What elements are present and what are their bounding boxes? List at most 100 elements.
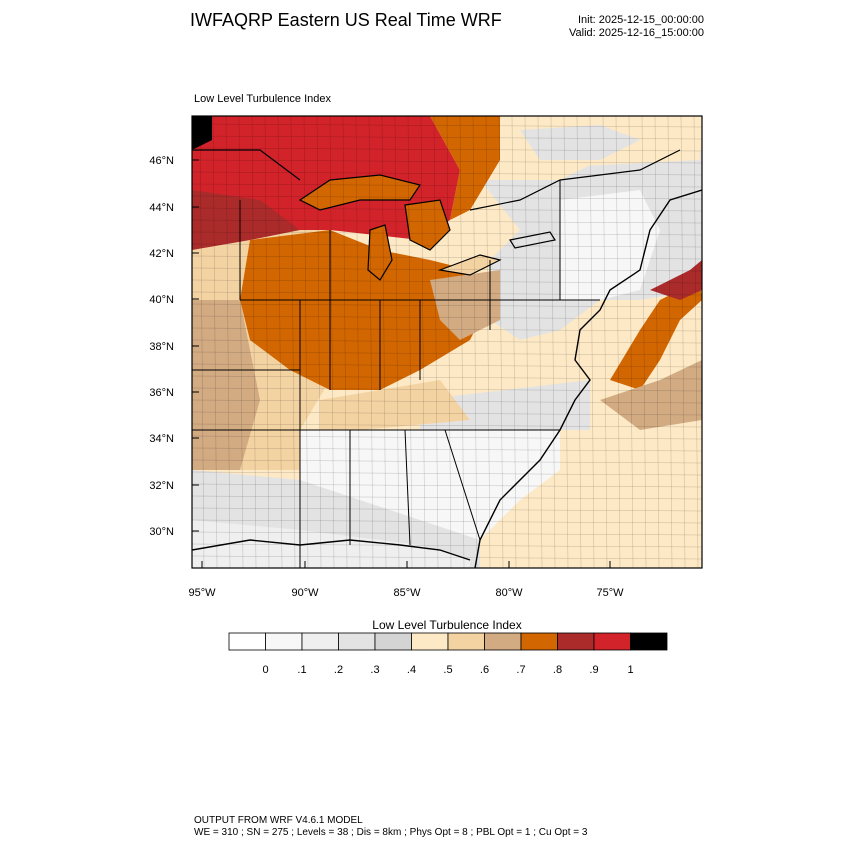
- county-line: [192, 315, 702, 320]
- county-line: [192, 243, 702, 248]
- field-max-corner: [192, 116, 212, 150]
- state-borders: [192, 180, 600, 568]
- county-line: [290, 116, 296, 568]
- county-line: [615, 116, 621, 568]
- field-midwest-orange: [240, 230, 490, 390]
- colorbar-label: .3: [370, 664, 379, 676]
- valid-time: Valid: 2025-12-16_15:00:00: [569, 27, 704, 39]
- county-line: [192, 531, 702, 536]
- boundaries: [192, 149, 702, 568]
- county-line: [192, 159, 702, 164]
- colorbar-swatch: [265, 632, 303, 651]
- county-line: [192, 327, 702, 332]
- county-line: [192, 411, 702, 416]
- lon-tick-label: 95°W: [188, 587, 216, 599]
- colorbar-swatch: [520, 632, 558, 651]
- field-ontario-orange: [430, 116, 500, 220]
- county-line: [192, 291, 702, 296]
- county-line: [192, 219, 702, 224]
- county-line: [192, 363, 702, 368]
- field-gulf-light: [192, 520, 470, 568]
- colorbar-label: .9: [589, 664, 598, 676]
- county-line: [192, 483, 702, 488]
- colorbar-swatch: [557, 632, 595, 651]
- county-line: [192, 183, 702, 188]
- county-line: [368, 116, 374, 568]
- county-line: [238, 116, 244, 568]
- colorbar-label: 0: [262, 664, 268, 676]
- county-line: [550, 116, 556, 568]
- county-line: [459, 116, 465, 568]
- county-line: [602, 116, 608, 568]
- county-line: [576, 116, 582, 568]
- county-line: [192, 555, 702, 560]
- county-line: [192, 543, 702, 548]
- lat-tick-label: 34°N: [149, 433, 174, 445]
- colorbar-label: .2: [334, 664, 343, 676]
- county-line: [192, 171, 702, 176]
- county-line: [192, 195, 702, 200]
- lat-tick-label: 44°N: [149, 202, 174, 214]
- county-line: [192, 471, 702, 476]
- field-atlantic-red: [650, 260, 702, 300]
- field-southeast: [300, 430, 560, 540]
- county-line: [264, 116, 270, 568]
- colorbar-label: .7: [516, 664, 525, 676]
- atlantic-coastline: [474, 189, 702, 568]
- county-line: [407, 116, 413, 568]
- colorbar-swatch: [630, 632, 668, 651]
- county-line: [192, 267, 702, 272]
- lake-huron: [404, 199, 451, 251]
- footer-line-1: OUTPUT FROM WRF V4.6.1 MODEL: [194, 815, 363, 826]
- county-line: [192, 387, 702, 392]
- county-line: [192, 147, 702, 152]
- lon-tick-label: 80°W: [495, 587, 523, 599]
- county-line: [394, 116, 400, 568]
- county-line: [589, 116, 595, 568]
- county-line: [192, 255, 702, 260]
- colorbar-swatch: [593, 632, 631, 651]
- lake-erie: [437, 254, 502, 276]
- county-lines: [192, 116, 702, 568]
- county-line: [192, 507, 702, 512]
- county-line: [511, 116, 517, 568]
- colorbar-swatch: [301, 632, 339, 651]
- county-line: [446, 116, 452, 568]
- field-minnesota-darkred: [192, 190, 300, 250]
- county-line: [381, 116, 387, 568]
- county-line: [192, 207, 702, 212]
- county-line: [537, 116, 543, 568]
- county-line: [192, 303, 702, 308]
- county-line: [563, 116, 569, 568]
- page-title: IWFAQRP Eastern US Real Time WRF: [190, 10, 502, 30]
- county-line: [192, 135, 702, 140]
- latitude-ticks: 46°N 44°N 42°N 40°N 38°N 36°N 34°N 32°N 30°N: [149, 155, 199, 538]
- longitude-ticks: 95°W 90°W 85°W 80°W 75°W: [188, 561, 624, 599]
- county-line: [498, 116, 504, 568]
- init-time: Init: 2025-12-15_00:00:00: [578, 14, 704, 26]
- lat-tick-label: 30°N: [149, 526, 174, 538]
- lat-tick-label: 38°N: [149, 341, 174, 353]
- county-line: [654, 116, 660, 568]
- lat-tick-label: 40°N: [149, 294, 174, 306]
- county-line: [192, 351, 702, 356]
- colorbar-label: .4: [407, 664, 416, 676]
- county-line: [472, 116, 478, 568]
- county-line: [303, 116, 309, 568]
- colorbar-swatch: [374, 632, 412, 651]
- field-atlantic-tan: [600, 360, 702, 430]
- turbulence-field: [192, 116, 702, 568]
- county-line: [693, 116, 699, 568]
- colorbar-label: .8: [553, 664, 562, 676]
- colorbar-label: .5: [443, 664, 452, 676]
- county-line: [192, 279, 702, 284]
- lake-michigan: [367, 224, 393, 281]
- colorbar-swatch: [228, 632, 266, 651]
- panel-label: Low Level Turbulence Index: [194, 93, 331, 105]
- footer-line-2: WE = 310 ; SN = 275 ; Levels = 38 ; Dis …: [194, 827, 588, 838]
- county-line: [524, 116, 530, 568]
- county-line: [277, 116, 283, 568]
- county-line: [329, 116, 335, 568]
- field-canada-grey: [520, 125, 640, 160]
- lon-tick-label: 85°W: [393, 587, 421, 599]
